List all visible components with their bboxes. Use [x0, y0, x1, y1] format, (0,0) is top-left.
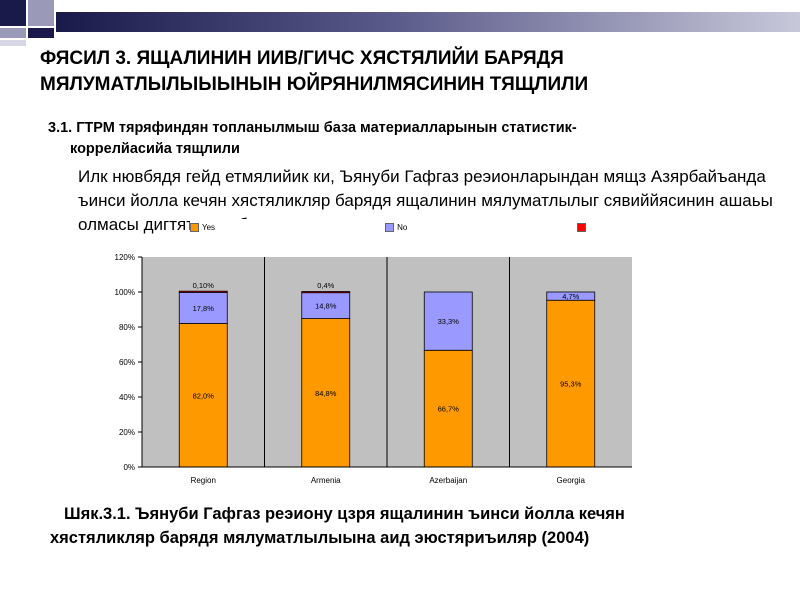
- y-tick-label: 120%: [115, 253, 135, 262]
- y-tick-label: 20%: [119, 428, 135, 437]
- bar-segment-other: [301, 291, 351, 294]
- legend-item: Yes: [190, 219, 215, 235]
- y-tick-label: 100%: [115, 288, 135, 297]
- legend-item: [577, 219, 589, 235]
- decor-square-2: [28, 0, 54, 26]
- data-label: 0,10%: [193, 281, 215, 290]
- legend-label: Yes: [202, 222, 216, 232]
- decor-square-5: [0, 40, 26, 46]
- header-gradient-bar: [56, 12, 800, 32]
- section-subtitle: 3.1. ГТРМ тяряфиндян топланылмыш база ма…: [48, 118, 748, 160]
- figure-caption-line-2: хястяликляр барядя мялуматлылыына аид эю…: [50, 529, 590, 547]
- legend-swatch: [385, 222, 395, 232]
- data-label: 4,7%: [562, 292, 579, 301]
- decor-square-3: [0, 28, 26, 38]
- data-label: 33,3%: [438, 317, 460, 326]
- chart-legend: Yes No: [190, 219, 760, 235]
- figure-caption-line-1: Шяк.3.1. Ъянуби Гафгаз реэиону цзря ящал…: [64, 505, 625, 523]
- legend-item: No: [385, 219, 407, 235]
- y-tick-label: 40%: [119, 393, 135, 402]
- slide-title: ФЯСИЛ 3. ЯЩАЛИНИН ИИВ/ГИЧС ХЯСТЯЛИЙИ БАР…: [40, 46, 780, 98]
- section-subtitle-line-2: коррелйасийа тящлили: [70, 141, 240, 157]
- data-label: 66,7%: [438, 405, 460, 414]
- bar-segment-other: [178, 290, 228, 293]
- bar-segment-no: [423, 291, 473, 351]
- data-label: 84,8%: [315, 389, 337, 398]
- bar-segment-yes: [546, 299, 596, 468]
- data-label: 17,8%: [193, 304, 215, 313]
- bar-segment-no: [546, 291, 596, 301]
- y-tick-label: 80%: [119, 323, 135, 332]
- section-subtitle-line-1: 3.1. ГТРМ тяряфиндян топланылмыш база ма…: [48, 120, 577, 136]
- decor-square-4: [28, 28, 54, 38]
- legend-swatch: [190, 222, 199, 232]
- data-label: 82,0%: [193, 391, 215, 400]
- slide-title-line-1: ФЯСИЛ 3. ЯЩАЛИНИН ИИВ/ГИЧС ХЯСТЯЛИЙИ БАР…: [40, 48, 564, 69]
- data-label: 0,4%: [317, 281, 334, 290]
- legend-swatch: [577, 222, 587, 232]
- data-label: 14,8%: [315, 302, 337, 311]
- decor-square-1: [0, 0, 26, 26]
- y-tick-label: 60%: [119, 358, 135, 367]
- x-category-label: Georgia: [557, 476, 586, 485]
- x-category-label: Region: [191, 476, 216, 485]
- y-tick-label: 0%: [123, 463, 135, 472]
- data-label: 95,3%: [560, 380, 582, 389]
- figure-caption: Шяк.3.1. Ъянуби Гафгаз реэиону цзря ящал…: [50, 502, 780, 550]
- x-category-label: Armenia: [311, 476, 341, 485]
- x-category-label: Azerbaijan: [429, 476, 467, 485]
- bar-segment-yes: [423, 349, 473, 468]
- bar-segment-yes: [301, 318, 351, 468]
- bar-segment-no: [178, 291, 228, 324]
- slide-title-line-2: МЯЛУМАТЛЫЛЫЫЫНЫН ЮЙРЯНИЛМЯСИНИН ТЯЩЛИЛИ: [40, 74, 589, 95]
- legend-label: No: [397, 222, 408, 232]
